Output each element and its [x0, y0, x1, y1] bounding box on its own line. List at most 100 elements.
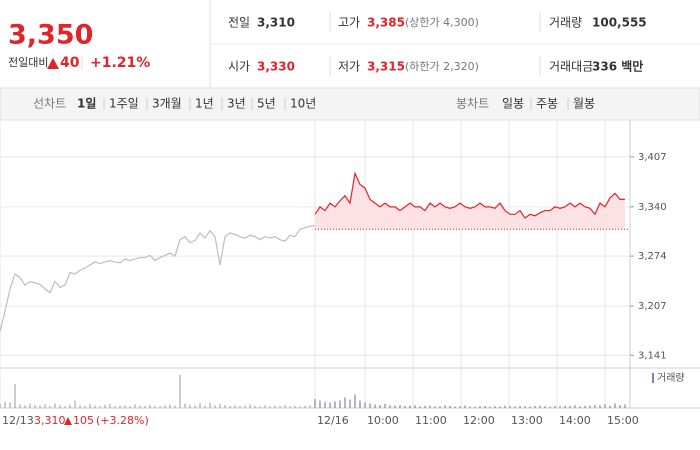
tab[interactable]: 일봉: [502, 97, 524, 111]
volume-bar: [4, 402, 6, 408]
tab[interactable]: 1년: [195, 97, 214, 111]
volume-bar: [64, 406, 66, 408]
volume-bar: [69, 404, 71, 408]
volume-bar: [204, 405, 206, 408]
stat-value: 3,310: [257, 16, 295, 30]
volume-bar: [494, 406, 496, 408]
volume-bar: [279, 405, 281, 408]
volume-bar: [419, 406, 421, 408]
legend-swatch: [652, 373, 654, 383]
tab[interactable]: 5년: [257, 97, 276, 111]
volume-bar: [164, 405, 166, 408]
volume-bar: [124, 405, 126, 408]
stat-label: 시가: [228, 60, 250, 74]
volume-bar: [429, 405, 431, 408]
stat-label: 거래대금: [549, 60, 593, 74]
volume-bar: [529, 406, 531, 408]
volume-bar: [239, 406, 241, 408]
tab[interactable]: 1주일: [109, 97, 139, 111]
volume-bar: [484, 405, 486, 408]
stat-label: 전일: [228, 16, 250, 30]
stat-value: 3,330: [257, 60, 295, 74]
price-line: [314, 171, 625, 219]
stat-note: (하한가 2,320): [405, 59, 479, 73]
y-tick-label: 3,207: [638, 301, 667, 312]
stat-value: 3,385: [367, 16, 405, 30]
volume-bar: [34, 405, 36, 408]
tab-group-label: 봉차트: [456, 97, 489, 111]
volume-bar: [99, 406, 101, 408]
volume-bar: [544, 406, 546, 408]
x-tick-label: 11:00: [415, 414, 447, 427]
tab[interactable]: 월봉: [573, 97, 595, 111]
volume-bar: [154, 405, 156, 408]
volume-bar: [269, 406, 271, 408]
volume-bar: [344, 397, 346, 408]
volume-bar: [444, 405, 446, 408]
volume-bar: [274, 405, 276, 408]
tab[interactable]: 3개월: [152, 97, 182, 111]
volume-bar: [379, 405, 381, 408]
x-tick-label: 13:00: [511, 414, 543, 427]
volume-bar: [39, 405, 41, 408]
volume-bar: [294, 405, 296, 408]
volume-bar: [299, 406, 301, 408]
volume-bar: [489, 406, 491, 408]
y-tick-label: 3,407: [638, 152, 667, 163]
volume-bar: [364, 402, 366, 408]
prev-change: 105: [73, 414, 94, 427]
volume-bar: [49, 405, 51, 408]
tab[interactable]: 10년: [290, 97, 316, 111]
volume-bar: [159, 406, 161, 408]
up-arrow: [64, 417, 72, 425]
volume-bar: [499, 406, 501, 408]
y-tick-label: 3,141: [638, 350, 667, 361]
volume-bar: [169, 404, 171, 408]
volume-bar: [424, 405, 426, 408]
volume-bar: [144, 405, 146, 408]
volume-bar: [554, 405, 556, 408]
stat-label: 거래량: [549, 16, 582, 30]
volume-bar: [14, 384, 16, 408]
volume-bar: [594, 405, 596, 408]
volume-bar: [569, 405, 571, 408]
stat-value: 100,555: [592, 16, 647, 30]
volume-bar: [599, 405, 601, 408]
prev-change-rate: (+3.28%): [96, 414, 149, 427]
volume-bar: [174, 405, 176, 408]
volume-bar: [394, 405, 396, 408]
volume-bar: [214, 405, 216, 408]
volume-bar: [24, 405, 26, 408]
volume-bar: [604, 404, 606, 408]
x-tick-label: 14:00: [559, 414, 591, 427]
tab[interactable]: 1일: [77, 97, 96, 111]
volume-bar: [249, 404, 251, 408]
volume-bar: [134, 404, 136, 408]
y-tick-label: 3,274: [638, 251, 667, 262]
stat-value: 3,315: [367, 60, 405, 74]
volume-bar: [339, 400, 341, 408]
change-rate: +1.21%: [90, 55, 150, 71]
volume-bar: [244, 405, 246, 408]
tab[interactable]: 3년: [227, 97, 246, 111]
x-tick-label: 12:00: [463, 414, 495, 427]
volume-bar: [474, 406, 476, 408]
volume-bar: [404, 405, 406, 408]
volume-bar: [534, 405, 536, 408]
volume-bar: [464, 405, 466, 408]
volume-bar: [574, 405, 576, 408]
volume-bar: [414, 405, 416, 408]
volume-bar: [519, 405, 521, 408]
volume-bar: [224, 405, 226, 408]
volume-bar: [74, 400, 76, 408]
volume-bar: [119, 405, 121, 408]
volume-bar: [194, 405, 196, 408]
volume-bar: [454, 406, 456, 408]
volume-bar: [84, 405, 86, 408]
volume-bar: [354, 394, 356, 408]
volume-bar: [334, 401, 336, 408]
up-arrow: [47, 58, 59, 69]
volume-bar: [254, 405, 256, 408]
volume-bar: [549, 406, 551, 408]
tab[interactable]: 주봉: [536, 97, 558, 111]
